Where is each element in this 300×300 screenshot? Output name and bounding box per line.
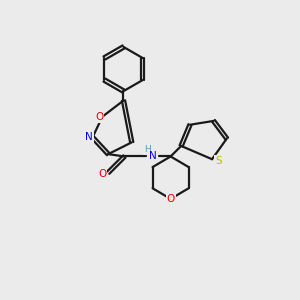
Text: O: O bbox=[167, 194, 175, 204]
Text: N: N bbox=[85, 132, 93, 142]
Text: N: N bbox=[149, 152, 157, 161]
Text: O: O bbox=[95, 112, 103, 122]
Text: S: S bbox=[215, 156, 222, 166]
Text: O: O bbox=[98, 169, 106, 179]
Text: H: H bbox=[144, 146, 150, 154]
